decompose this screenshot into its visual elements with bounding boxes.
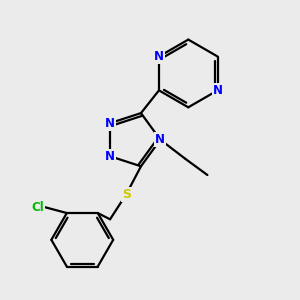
Text: N: N bbox=[105, 150, 115, 163]
Text: N: N bbox=[154, 50, 164, 63]
Text: N: N bbox=[155, 133, 165, 146]
Text: S: S bbox=[122, 188, 131, 201]
Text: N: N bbox=[105, 117, 115, 130]
Text: N: N bbox=[213, 84, 223, 97]
Text: Cl: Cl bbox=[31, 201, 44, 214]
